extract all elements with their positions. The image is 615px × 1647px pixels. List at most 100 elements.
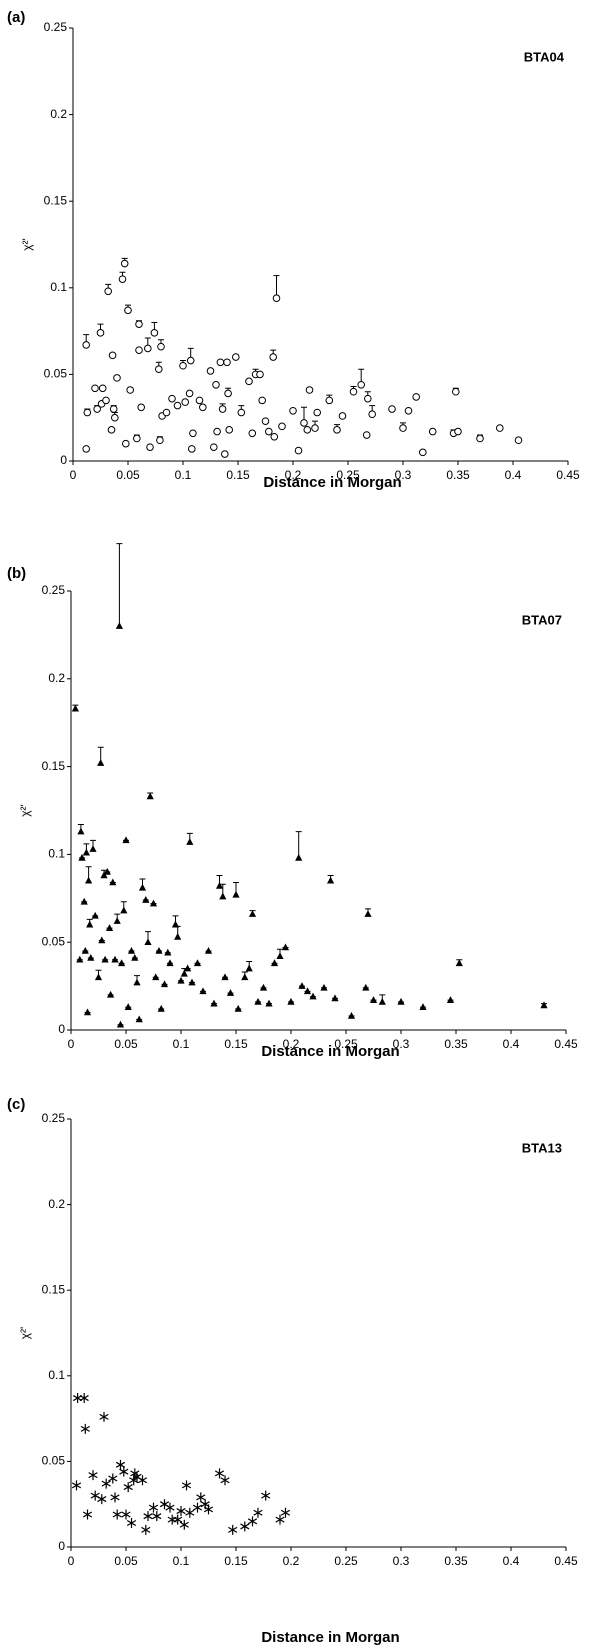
point <box>281 943 290 951</box>
y-tick-label: 0.15 <box>42 759 66 773</box>
point <box>101 955 109 963</box>
point <box>124 306 132 315</box>
point <box>98 384 107 393</box>
point <box>80 897 88 905</box>
point <box>112 1509 122 1520</box>
point <box>368 410 377 419</box>
point <box>311 424 319 432</box>
point <box>221 973 229 981</box>
point <box>192 1502 203 1513</box>
x-tick-label: 0.2 <box>283 1554 300 1568</box>
point <box>126 1518 137 1529</box>
point <box>99 1411 109 1422</box>
point <box>219 892 227 900</box>
point <box>188 978 196 986</box>
x-tick-label: 0.15 <box>226 468 250 482</box>
point <box>270 432 279 441</box>
point <box>295 853 303 861</box>
point <box>218 405 227 413</box>
y-tick-label: 0.05 <box>42 934 66 948</box>
point <box>276 952 284 960</box>
point <box>338 412 347 420</box>
point <box>101 1478 111 1489</box>
point <box>333 426 341 434</box>
point <box>156 436 164 445</box>
point <box>82 445 90 453</box>
x-tick-label: 0.05 <box>114 1554 138 1568</box>
x-tick-label: 0.4 <box>503 1554 520 1568</box>
point <box>226 989 235 996</box>
point <box>223 358 231 367</box>
point <box>199 403 207 412</box>
point <box>232 890 240 898</box>
point <box>300 419 308 427</box>
panel: (b) BTA07 Distance in Morgan χ²' 0 0.05 0.1 0.1… <box>7 543 578 1060</box>
point <box>186 356 195 365</box>
point <box>225 426 233 434</box>
point <box>77 827 85 835</box>
point <box>280 1507 291 1518</box>
point <box>152 1511 162 1522</box>
point <box>388 405 396 413</box>
y-tick-label: 0.25 <box>42 583 66 597</box>
point <box>261 1490 271 1501</box>
point <box>110 1492 120 1503</box>
point <box>82 341 90 349</box>
point <box>199 987 207 995</box>
point <box>186 838 194 845</box>
point <box>159 1499 170 1510</box>
point <box>216 358 225 367</box>
point <box>104 287 112 296</box>
point <box>166 959 174 967</box>
point <box>118 959 126 967</box>
x-tick-label: 0 <box>68 1554 75 1568</box>
point <box>72 1393 83 1404</box>
point <box>185 1507 195 1518</box>
point <box>94 973 103 981</box>
point <box>195 396 204 405</box>
point <box>113 917 121 924</box>
point <box>313 408 322 417</box>
x-tick-label: 0.1 <box>173 1037 190 1051</box>
point <box>259 983 268 991</box>
point <box>347 1011 356 1019</box>
point <box>184 964 192 972</box>
point <box>399 424 407 432</box>
x-tick-label: 0.05 <box>116 468 140 482</box>
y-axis-label: χ²' <box>18 1327 32 1340</box>
error-bar <box>295 831 302 858</box>
point <box>168 394 176 403</box>
panel-label: (c) <box>7 1096 25 1113</box>
y-axis-label: χ²' <box>20 238 34 251</box>
point <box>181 398 189 406</box>
point <box>180 969 188 977</box>
point <box>357 380 366 389</box>
point <box>83 1008 92 1016</box>
y-tick-label: 0 <box>58 1022 65 1036</box>
point <box>327 876 335 884</box>
point <box>331 994 339 1002</box>
point <box>289 406 297 415</box>
point <box>214 1468 225 1479</box>
point <box>160 980 169 988</box>
panel-label: (a) <box>7 9 25 26</box>
point <box>87 954 95 961</box>
point <box>100 871 108 879</box>
point <box>275 1514 285 1525</box>
point <box>210 999 218 1007</box>
point <box>148 1502 159 1513</box>
point <box>294 446 303 455</box>
point <box>261 417 270 425</box>
point <box>102 396 110 405</box>
point <box>204 946 213 954</box>
point <box>111 955 119 963</box>
point <box>142 896 150 903</box>
point <box>364 910 372 917</box>
point <box>108 1473 118 1484</box>
x-tick-label: 0.25 <box>334 1037 358 1051</box>
point <box>89 845 97 852</box>
point <box>253 1507 263 1518</box>
point <box>210 443 218 451</box>
point <box>127 946 136 954</box>
